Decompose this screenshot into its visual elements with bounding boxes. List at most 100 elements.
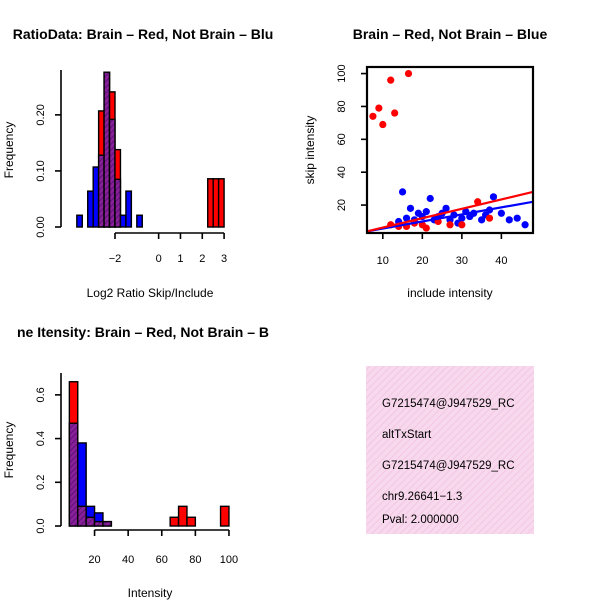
scatter-y-tick-label-3: 80 bbox=[336, 100, 348, 112]
ratio-hist-bar-1 bbox=[87, 190, 94, 228]
scatter-point-not-brain-25 bbox=[505, 216, 513, 224]
ratio-hist-bar-10 bbox=[207, 178, 214, 228]
intensity-hist-bar-8 bbox=[219, 505, 230, 527]
ratio-hist-bar-12 bbox=[217, 178, 225, 228]
ratio-histogram-xlabel: Log2 Ratio Skip/Include bbox=[87, 286, 214, 300]
scatter-point-brain-2 bbox=[379, 120, 387, 129]
info-panel-background bbox=[366, 366, 534, 534]
scatter-point-not-brain-13 bbox=[446, 216, 454, 224]
ratio-hist-y-tick-label-0: 0.00 bbox=[35, 216, 47, 237]
scatter-point-brain-5 bbox=[404, 69, 413, 78]
intensity-hist-x-tick-label-3: 80 bbox=[189, 554, 201, 566]
scatter-point-brain-13 bbox=[446, 221, 454, 229]
location-text: chr9.26641−1.3 bbox=[382, 491, 462, 503]
intensity-histogram-xlabel: Intensity bbox=[128, 586, 173, 600]
ratio-hist-bar-8 bbox=[125, 190, 133, 228]
scatter-point-brain-3 bbox=[387, 76, 395, 84]
scatter-plot-area bbox=[367, 69, 533, 233]
intensity-hist-x-tick-label-1: 40 bbox=[122, 554, 134, 566]
scatter-point-not-brain-8 bbox=[426, 194, 434, 203]
intensity-hist-bar-7 bbox=[186, 516, 197, 527]
intensity-histogram-title: ne Itensity: Brain – Red, Not Brain – B bbox=[17, 324, 269, 340]
scatter-point-not-brain-16 bbox=[458, 214, 466, 222]
scatter-point-not-brain-26 bbox=[513, 214, 521, 222]
scatter-x-tick-label-3: 40 bbox=[495, 255, 507, 267]
scatter-axes: 10 20 30 40 20 40 60 80 100 bbox=[336, 64, 535, 267]
ratio-hist-overlap-bar-6 bbox=[114, 178, 122, 228]
ratio-hist-x-tick-label-3: 2 bbox=[199, 253, 205, 265]
scatter-point-brain-1 bbox=[375, 104, 383, 112]
intensity-hist-bar-5 bbox=[169, 516, 180, 527]
ratio-hist-bar-9 bbox=[136, 214, 143, 228]
intensity-histogram-bars bbox=[68, 381, 230, 527]
ratio-hist-overlap-bar-3 bbox=[97, 154, 105, 228]
scatter-point-brain-0 bbox=[369, 112, 377, 120]
scatter-point-not-brain-20 bbox=[478, 216, 486, 224]
intensity-histogram-axes: 20 40 60 80 100 0.0 0.2 0.4 0.6 bbox=[35, 373, 238, 566]
intensity-hist-overlap-bar-3 bbox=[93, 520, 104, 527]
ratio-hist-y-tick-label-2: 0.20 bbox=[35, 104, 47, 125]
ratio-hist-overlap-bar-5 bbox=[108, 118, 116, 228]
ratio-hist-x-tick-label-0: −2 bbox=[109, 253, 122, 265]
scatter-point-not-brain-7 bbox=[422, 208, 430, 216]
scatter-x-tick-label-1: 20 bbox=[416, 255, 428, 267]
gene-id-text: G7215474@J947529_RC bbox=[382, 398, 515, 410]
ratio-hist-bar-7 bbox=[119, 214, 127, 228]
scatter-y-tick-label-1: 40 bbox=[336, 166, 348, 178]
ratio-hist-x-tick-label-4: 3 bbox=[221, 253, 227, 265]
info-panel: G7215474@J947529_RC altTxStart G7215474@… bbox=[366, 366, 534, 534]
intensity-hist-y-tick-label-0: 0.0 bbox=[35, 518, 47, 533]
intensity-hist-x-tick-label-0: 20 bbox=[88, 554, 100, 566]
junction-id-text: G7215474@J947529_RC bbox=[382, 460, 515, 472]
scatter-x-tick-label-2: 30 bbox=[456, 255, 468, 267]
ratio-hist-overlap-bar-4 bbox=[103, 71, 111, 228]
ratio-hist-bar-2 bbox=[92, 166, 100, 228]
scatter-point-brain-11 bbox=[422, 224, 430, 232]
event-type-text: altTxStart bbox=[382, 429, 432, 441]
ratio-hist-x-tick-label-2: 1 bbox=[177, 253, 183, 265]
intensity-hist-overlap-bar-2 bbox=[85, 516, 96, 527]
ratio-hist-bar-0 bbox=[76, 214, 83, 228]
scatter-point-not-brain-2 bbox=[402, 214, 411, 222]
intensity-hist-y-tick-label-2: 0.4 bbox=[35, 431, 47, 446]
ratio-histogram-bars bbox=[76, 71, 225, 228]
scatter-point-not-brain-3 bbox=[406, 204, 415, 212]
fit-line-brain bbox=[367, 190, 533, 233]
scatter-point-not-brain-1 bbox=[398, 188, 407, 196]
scatter-x-tick-label-0: 10 bbox=[377, 255, 389, 267]
pval-text: Pval: 2.000000 bbox=[382, 514, 459, 526]
info-panel-clip: G7215474@J947529_RC altTxStart G7215474@… bbox=[382, 398, 515, 526]
intensity-hist-overlap-bar-4 bbox=[102, 520, 113, 527]
scatter-frame bbox=[365, 65, 535, 235]
intensity-histogram: ne Itensity: Brain – Red, Not Brain – B … bbox=[2, 324, 269, 600]
intensity-hist-y-tick-label-3: 0.6 bbox=[35, 387, 47, 402]
scatter-point-not-brain-27 bbox=[521, 221, 529, 229]
scatter-y-tick-label-4: 100 bbox=[336, 64, 348, 82]
scatter-point-not-brain-23 bbox=[489, 193, 498, 201]
intensity-hist-x-tick-label-4: 100 bbox=[220, 554, 238, 566]
intensity-hist-overlap-bar-1 bbox=[77, 505, 87, 527]
scatter-point-brain-14 bbox=[458, 221, 466, 229]
scatter-point-brain-16 bbox=[485, 214, 494, 222]
scatter-y-tick-label-2: 60 bbox=[336, 133, 348, 145]
scatter-ylabel: skip intensity bbox=[303, 116, 317, 185]
ratio-hist-bar-11 bbox=[212, 178, 220, 228]
scatter-point-brain-4 bbox=[391, 109, 399, 117]
scatter-point-not-brain-24 bbox=[497, 209, 505, 217]
intensity-hist-y-tick-label-1: 0.2 bbox=[35, 475, 47, 490]
scatter-y-tick-label-0: 20 bbox=[336, 199, 348, 211]
ratio-histogram-title: RatioData: Brain – Red, Not Brain – Blu bbox=[13, 26, 274, 42]
ratio-histogram-ylabel: Frequency bbox=[2, 122, 16, 179]
intensity-scatter: Brain – Red, Not Brain – Blue include in… bbox=[303, 26, 547, 300]
ratio-histogram: RatioData: Brain – Red, Not Brain – Blu … bbox=[2, 26, 273, 300]
ratio-hist-y-tick-label-1: 0.10 bbox=[35, 160, 47, 181]
scatter-title: Brain – Red, Not Brain – Blue bbox=[353, 26, 548, 42]
fit-line-not-brain bbox=[367, 200, 533, 233]
ratio-hist-x-tick-label-1: 0 bbox=[156, 253, 162, 265]
scatter-point-not-brain-12 bbox=[442, 204, 450, 212]
scatter-xlabel: include intensity bbox=[407, 286, 492, 300]
intensity-histogram-ylabel: Frequency bbox=[2, 422, 16, 479]
intensity-hist-overlap-bar-0 bbox=[68, 422, 79, 527]
intensity-hist-x-tick-label-2: 60 bbox=[156, 554, 168, 566]
